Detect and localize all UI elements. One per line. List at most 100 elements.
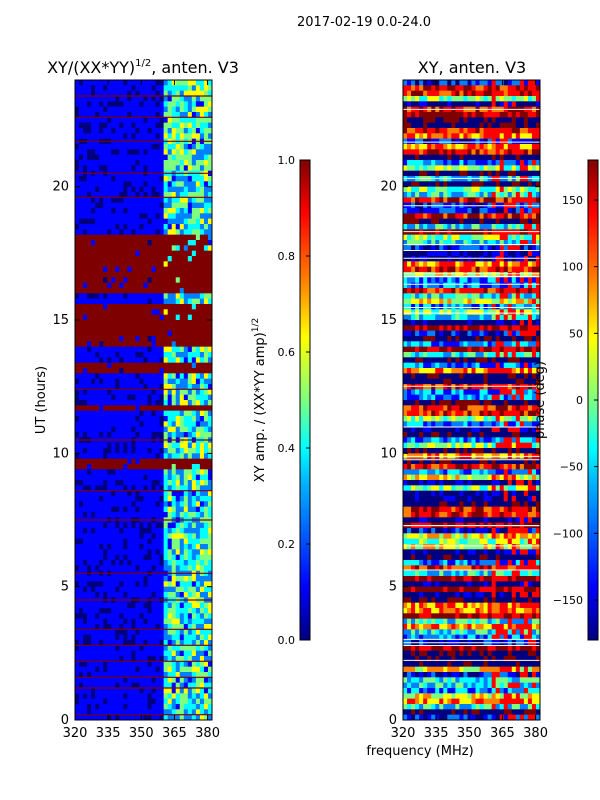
left-heatmap-cell [79, 565, 84, 572]
left-heatmap-cell [95, 149, 100, 156]
left-heatmap-cell [107, 352, 112, 358]
left-heatmap-cell [111, 245, 116, 252]
left-heatmap-cell [83, 469, 88, 476]
left-heatmap-cell [175, 432, 181, 438]
left-heatmap-cell [111, 629, 116, 636]
left-heatmap-cell [103, 224, 108, 230]
left-heatmap-cell [131, 197, 136, 204]
left-heatmap-cell [199, 213, 205, 220]
left-heatmap-cell [107, 293, 112, 300]
left-heatmap-cell [191, 490, 197, 497]
left-heatmap-cell [79, 426, 84, 433]
left-heatmap-cell [95, 128, 100, 134]
right-heatmap-cell [427, 133, 432, 140]
left-heatmap-cell [147, 533, 152, 540]
left-heatmap-cell [183, 640, 189, 646]
right-heatmap-cell [431, 112, 436, 118]
left-heatmap-cell [175, 581, 181, 588]
left-heatmap-cell [191, 592, 197, 598]
left-heatmap-cell [195, 400, 201, 406]
left-heatmap-cell [203, 602, 209, 609]
left-heatmap-cell [95, 160, 100, 166]
left-heatmap-cell [175, 629, 181, 636]
left-heatmap-cell [163, 693, 169, 700]
right-heatmap-cell [487, 128, 493, 134]
left-heatmap-cell [131, 650, 136, 657]
left-heatmap-cell [147, 384, 152, 390]
left-heatmap-cell [139, 234, 144, 241]
left-heatmap-cell [131, 208, 136, 214]
right-heatmap-cell [411, 117, 416, 124]
left-heatmap-cell [91, 133, 96, 140]
left-heatmap-cell [187, 501, 193, 508]
left-heatmap-cell [135, 202, 140, 209]
left-heatmap-cell [195, 357, 201, 364]
left-heatmap-cell [171, 368, 177, 374]
right-heatmap-cell [435, 117, 440, 124]
left-heatmap-cell [199, 677, 205, 684]
left-heatmap-cell [107, 389, 112, 396]
right-heatmap-cell [403, 197, 408, 204]
left-heatmap-cell [175, 346, 181, 353]
left-heatmap-cell [83, 250, 88, 257]
left-heatmap-cell [163, 586, 169, 593]
right-heatmap-cell [487, 181, 493, 188]
left-heatmap-cell [195, 490, 201, 497]
left-heatmap-cell [159, 618, 165, 625]
left-heatmap-cell [143, 704, 148, 710]
right-heatmap-cell [511, 101, 517, 108]
left-heatmap-cell [123, 416, 128, 422]
left-heatmap-cell [167, 154, 173, 161]
left-heatmap-cell [159, 704, 165, 710]
left-heatmap-cell [179, 416, 185, 422]
left-heatmap-cell [171, 485, 177, 492]
left-heatmap-cell [107, 709, 112, 716]
left-heatmap-cell [179, 154, 185, 161]
left-heatmap-cell [155, 186, 161, 193]
left-colorbar-tick-label: 1.0 [278, 154, 296, 167]
right-heatmap-cell [463, 197, 468, 204]
left-heatmap-cell [171, 704, 177, 710]
left-heatmap-cell [183, 112, 189, 118]
left-heatmap-cell [147, 293, 152, 300]
left-heatmap-cell [195, 453, 201, 460]
left-heatmap-cell [151, 154, 156, 161]
left-heatmap-cell [143, 400, 148, 406]
left-heatmap-cell [147, 304, 152, 310]
left-heatmap-cell [87, 256, 92, 262]
left-heatmap-cell [91, 240, 96, 246]
left-heatmap-cell [111, 656, 116, 662]
left-heatmap-cell [115, 224, 120, 230]
left-heatmap-cell [191, 309, 197, 316]
left-heatmap-cell [127, 490, 132, 497]
left-heatmap-cell [143, 656, 148, 662]
left-heatmap-cell [135, 368, 140, 374]
right-heatmap-cell [407, 208, 412, 214]
left-heatmap-cell [103, 666, 108, 673]
left-heatmap-cell [79, 133, 84, 140]
right-heatmap-cell [495, 138, 501, 145]
right-heatmap-cell [443, 133, 448, 140]
left-heatmap-cell [151, 650, 156, 657]
left-heatmap-cell [159, 90, 165, 97]
left-heatmap-cell [155, 458, 161, 465]
left-heatmap-cell [199, 634, 205, 641]
right-heatmap-cell [487, 117, 493, 124]
right-heatmap-cell [463, 144, 468, 150]
left-heatmap-cell [163, 106, 169, 113]
right-heatmap-cell [459, 117, 464, 124]
left-heatmap-cell [79, 629, 84, 636]
left-heatmap-cell [119, 245, 124, 252]
left-heatmap-cell [187, 506, 193, 513]
right-heatmap-cell [467, 144, 472, 150]
left-heatmap-cell [95, 490, 100, 497]
left-heatmap-cell [167, 277, 173, 284]
left-heatmap-cell [87, 325, 92, 332]
left-heatmap-cell [167, 309, 173, 316]
left-heatmap-cell [139, 277, 144, 284]
right-heatmap-cell [419, 186, 424, 193]
right-heatmap-cell [503, 138, 509, 145]
right-heatmap-cell [447, 101, 452, 108]
left-heatmap-cell [191, 453, 197, 460]
right-heatmap-cell [431, 138, 436, 145]
